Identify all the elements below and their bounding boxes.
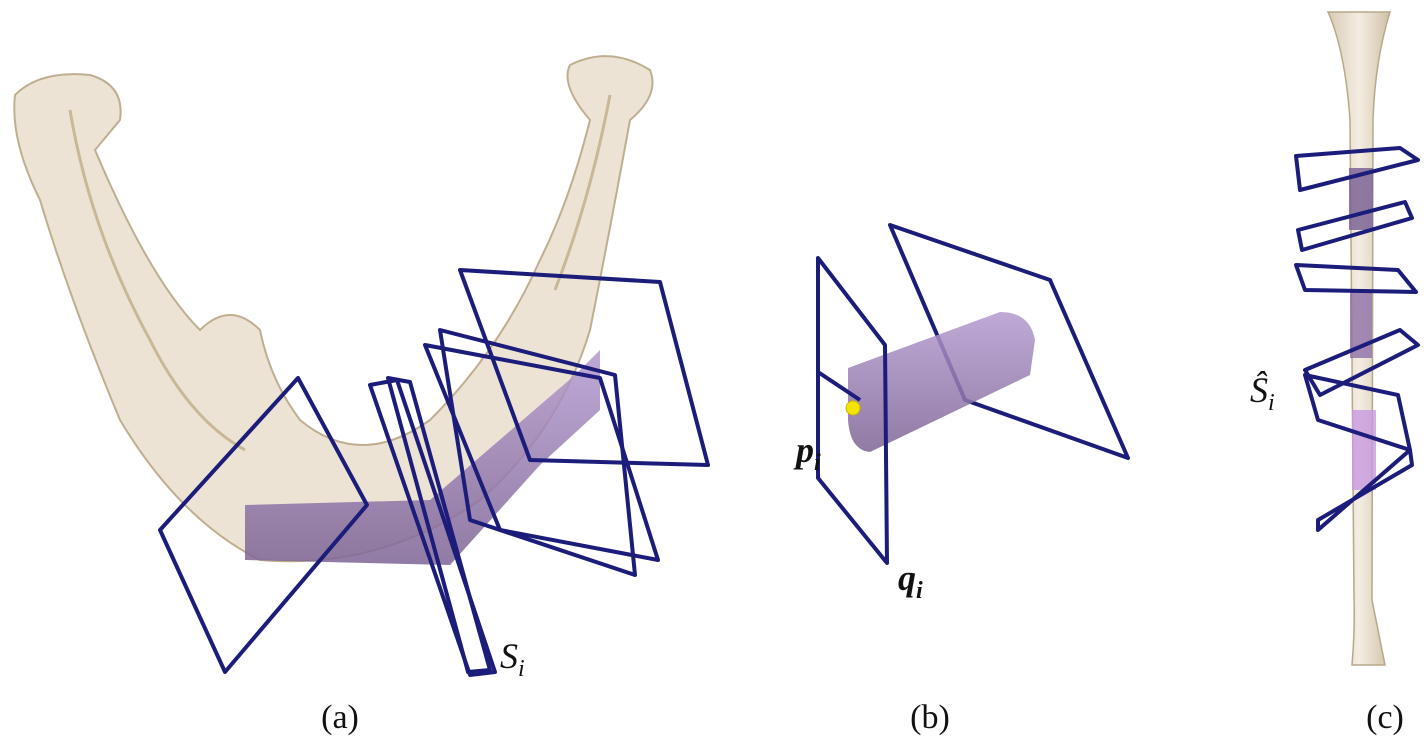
point bbox=[846, 401, 860, 415]
label-sub: i bbox=[814, 450, 821, 476]
panel-c: Ŝi (c) bbox=[1250, 12, 1418, 736]
panel-a: Si (a) bbox=[14, 56, 708, 736]
label-base: S bbox=[500, 636, 518, 676]
panel-b: pi qi (b) bbox=[793, 225, 1128, 736]
label-s-hat: Ŝi bbox=[1250, 370, 1275, 416]
page: Si (a) pi qi (b) Ŝi (c) (() => { const d… bbox=[0, 0, 1426, 736]
label-s: Si bbox=[500, 636, 525, 682]
caption: (c) bbox=[1366, 699, 1404, 736]
label-sub: i bbox=[518, 656, 525, 682]
label-sub: i bbox=[1268, 390, 1275, 416]
figure: Si (a) pi qi (b) Ŝi (c) bbox=[0, 0, 1426, 736]
label-sub: i bbox=[916, 578, 923, 604]
label-base: Ŝ bbox=[1250, 370, 1268, 410]
caption: (b) bbox=[910, 699, 950, 736]
label-base: p bbox=[793, 430, 814, 470]
caption: (a) bbox=[321, 699, 359, 736]
mandible bbox=[14, 56, 652, 561]
label-base: q bbox=[898, 558, 916, 598]
label-q: qi bbox=[898, 558, 923, 604]
